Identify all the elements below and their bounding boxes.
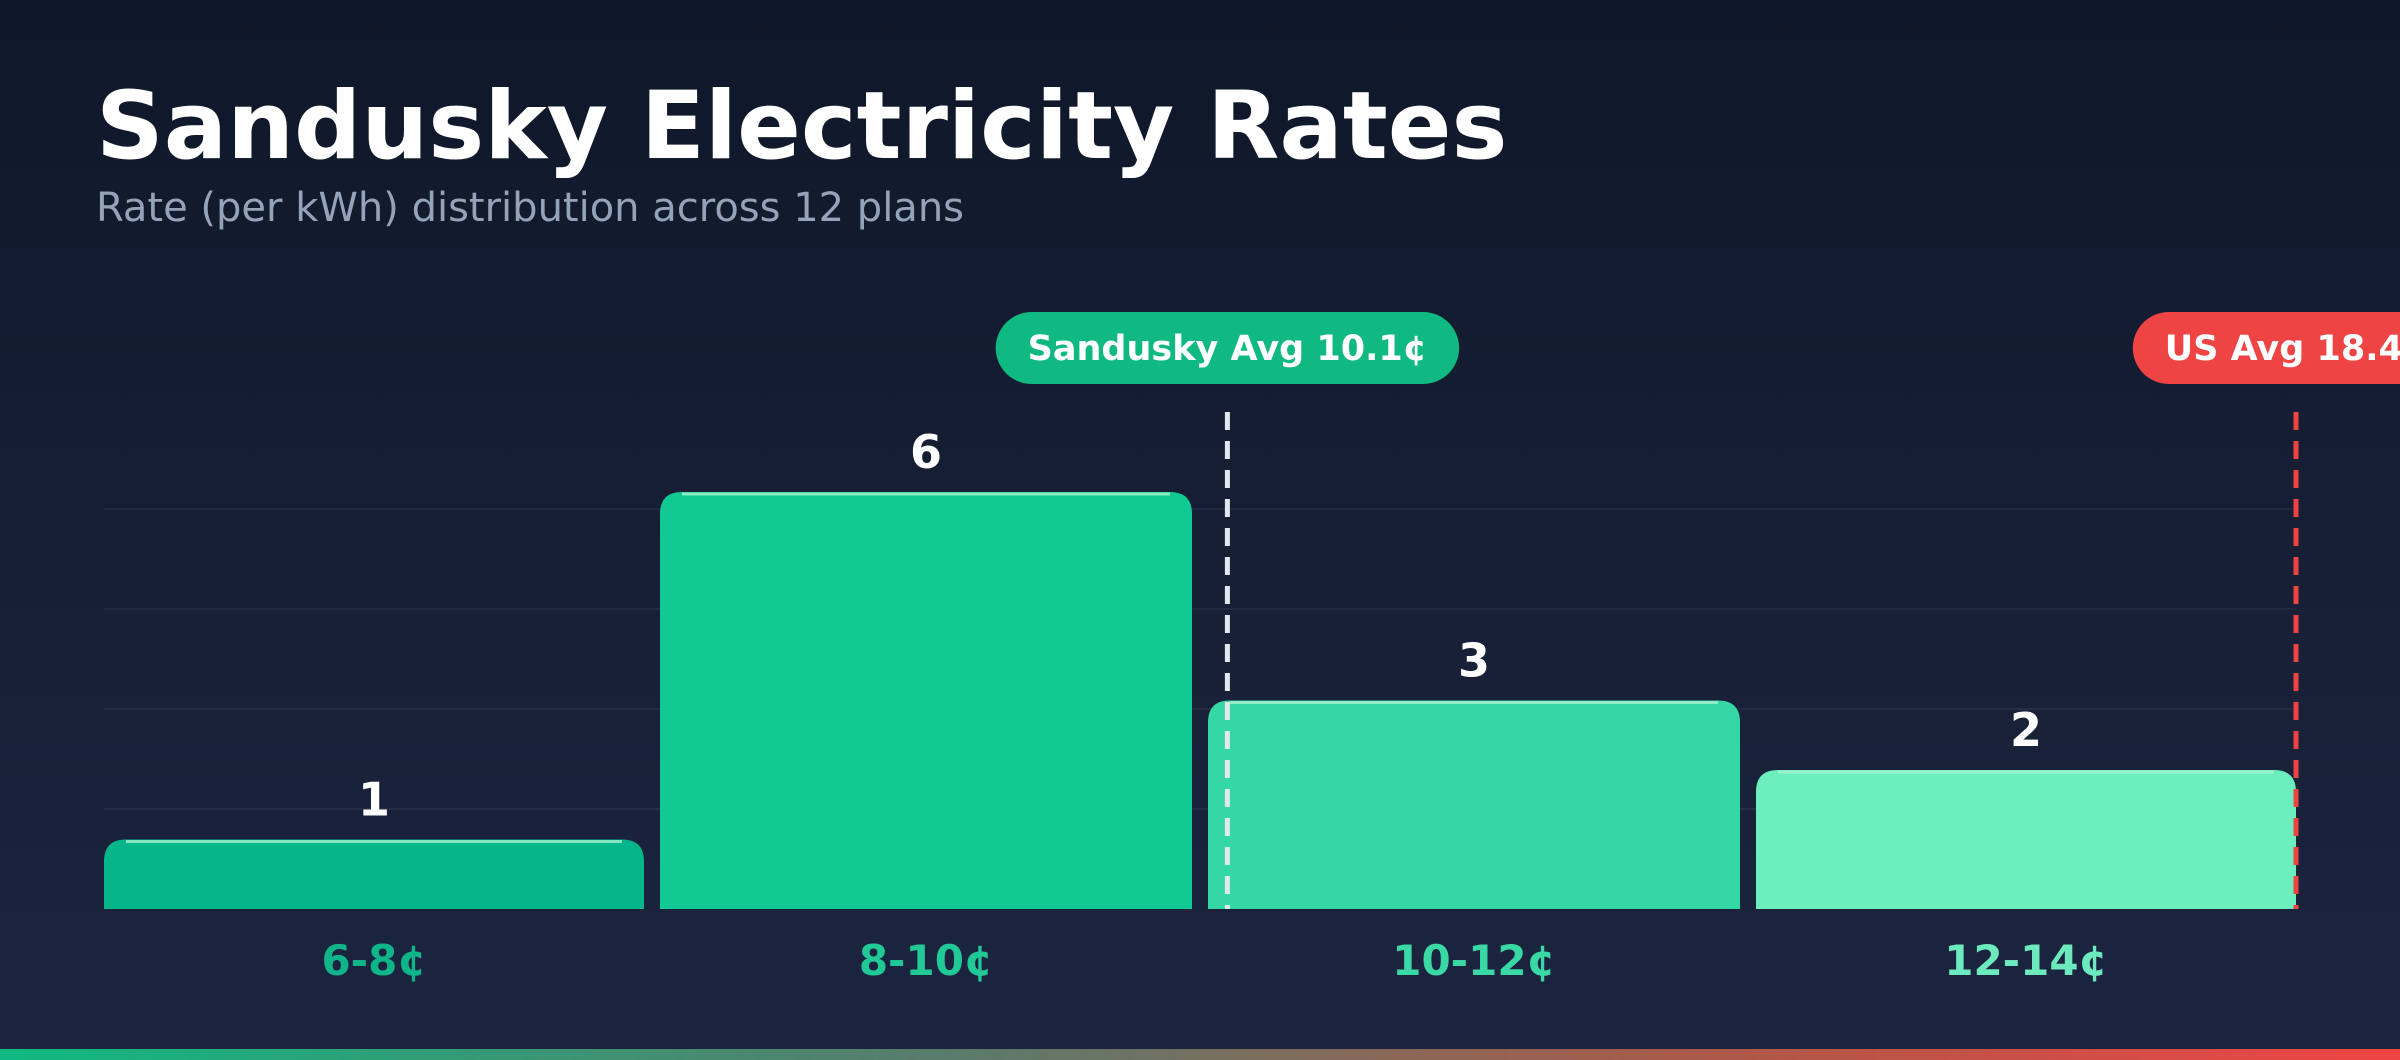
bottom-accent-strip (0, 1049, 2400, 1060)
bar-12-14¢ (1756, 770, 2296, 909)
category-label: 8-10¢ (859, 936, 993, 985)
reference-lines: Sandusky Avg 10.1¢ US Avg 18.4¢ (995, 312, 2400, 909)
reference-label-pill (995, 312, 1460, 384)
bar-value-label: 1 (358, 773, 390, 827)
bar-8-10¢ (660, 492, 1192, 909)
grid-lines (104, 508, 2296, 810)
bar-value-label: 3 (1458, 634, 1490, 688)
reference-label: US Avg 18.4¢ (2165, 329, 2400, 369)
bar-value-label: 6 (910, 425, 942, 479)
reference-label: Sandusky Avg 10.1¢ (1028, 329, 1427, 369)
category-label: 6-8¢ (321, 936, 426, 985)
bar-10-12¢ (1208, 700, 1740, 909)
labels: 1 6-8¢ 6 8-10¢ 3 10-12¢ 2 12-14¢ (321, 425, 2107, 985)
reference-label-pill (2132, 312, 2400, 384)
chart-title: Sandusky Electricity Rates (96, 72, 1508, 181)
chart-subtitle: Rate (per kWh) distribution across 12 pl… (96, 185, 965, 231)
bar-6-8¢ (104, 839, 644, 909)
bars (104, 492, 2296, 909)
category-label: 10-12¢ (1392, 936, 1556, 985)
bar-value-label: 2 (2010, 703, 2042, 757)
category-label: 12-14¢ (1944, 936, 2108, 985)
